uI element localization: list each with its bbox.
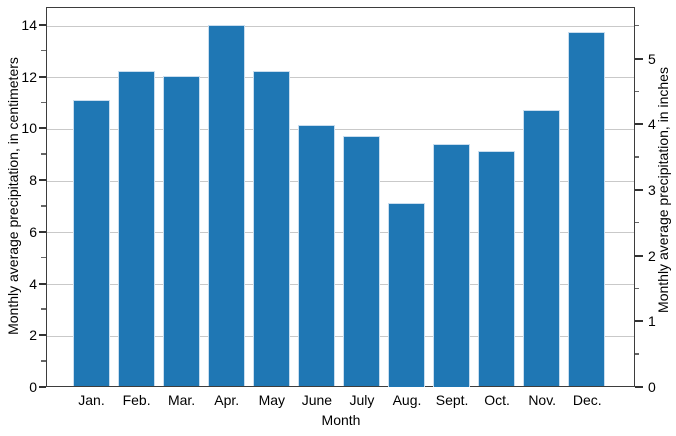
x-tick-label-feb: Feb. (122, 392, 151, 408)
bar-feb (117, 71, 155, 387)
x-tick-label-may: May (258, 392, 286, 408)
y-right-tick-label: 5 (648, 50, 656, 67)
y-left-major-tick-8 (39, 179, 46, 182)
y-left-tick-label: 10 (21, 120, 37, 137)
y-right-major-tick-4 (635, 123, 643, 126)
y-left-tick-label: 4 (29, 275, 37, 292)
y-left-tick-label: 2 (29, 327, 37, 344)
y-left-tick-label: 8 (29, 172, 37, 189)
y-right-tick-label: 4 (648, 116, 656, 133)
y-left-tick-label: 14 (21, 17, 37, 34)
gridline-6cm (47, 232, 634, 234)
bar-oct (478, 151, 516, 387)
gridline-8cm (47, 180, 634, 182)
y-left-minor-tick-9 (41, 153, 46, 155)
y-left-minor-tick-1 (41, 360, 46, 362)
y-right-major-tick-0 (635, 386, 643, 388)
y-left-minor-tick-13 (41, 49, 46, 52)
y-right-tick-label: 3 (648, 182, 656, 199)
gridline-2cm (47, 335, 634, 337)
y-left-minor-tick-11 (41, 101, 46, 104)
plot-area (46, 7, 635, 387)
gridline-10cm (47, 129, 634, 130)
x-tick-label-aug: Aug. (392, 392, 422, 408)
y-axis-title-left: Monthly average precipitation, in centim… (5, 57, 21, 335)
y-left-major-tick-10 (39, 127, 46, 130)
bar-dec (568, 32, 606, 387)
y-right-tick-label: 1 (648, 313, 656, 330)
y-right-major-tick-3 (635, 189, 643, 192)
y-left-major-tick-14 (39, 24, 46, 27)
bar-aug (388, 203, 425, 387)
y-left-major-tick-12 (39, 75, 46, 78)
y-right-minor-tick-5.5 (635, 24, 639, 27)
x-tick-label-oct: Oct. (484, 392, 510, 408)
y-right-tick-label: 2 (648, 247, 656, 264)
x-tick-label-july: July (349, 392, 375, 408)
x-tick-label-dec: Dec. (572, 392, 602, 408)
y-right-major-tick-5 (635, 57, 643, 60)
x-tick-label-sept: Sept. (435, 392, 469, 408)
y-left-major-tick-4 (39, 282, 46, 285)
y-left-minor-tick-3 (41, 308, 46, 310)
gridline-4cm (47, 284, 634, 286)
x-tick-label-june: June (301, 392, 333, 408)
x-tick-label-apr: Apr. (214, 392, 240, 408)
bar-may (252, 71, 290, 387)
gridline-12cm (47, 77, 634, 79)
y-left-major-tick-2 (39, 334, 46, 337)
y-left-tick-label: 6 (29, 223, 37, 240)
y-left-minor-tick-7 (41, 205, 46, 207)
y-right-minor-tick-1.5 (635, 287, 639, 289)
y-right-minor-tick-3.5 (635, 156, 639, 158)
x-tick-label-nov: Nov. (528, 392, 557, 408)
y-left-tick-label: 0 (29, 379, 37, 395)
bar-june (297, 125, 335, 387)
y-right-minor-tick-4.5 (635, 90, 639, 93)
y-right-minor-tick-0.5 (635, 353, 639, 355)
gridline-14cm (47, 25, 634, 27)
bar-apr (207, 24, 245, 387)
y-axis-title-right: Monthly average precipitation, in inches (655, 67, 671, 313)
y-right-tick-label: 0 (648, 379, 656, 395)
x-tick-label-jan: Jan. (78, 392, 105, 408)
x-axis-title: Month (321, 412, 361, 428)
bar-nov (523, 109, 561, 387)
y-right-minor-tick-2.5 (635, 221, 639, 224)
bar-jan (72, 99, 110, 387)
y-right-major-tick-1 (635, 320, 643, 323)
y-left-minor-tick-5 (41, 256, 46, 259)
y-right-major-tick-2 (635, 254, 643, 257)
y-left-tick-label: 12 (21, 68, 37, 85)
y-left-major-tick-6 (39, 230, 46, 233)
x-tick-label-mar: Mar. (167, 392, 196, 408)
y-left-major-tick-0 (39, 386, 46, 388)
bar-july (342, 135, 380, 387)
bar-mar (162, 76, 200, 387)
bar-sept (433, 143, 471, 387)
